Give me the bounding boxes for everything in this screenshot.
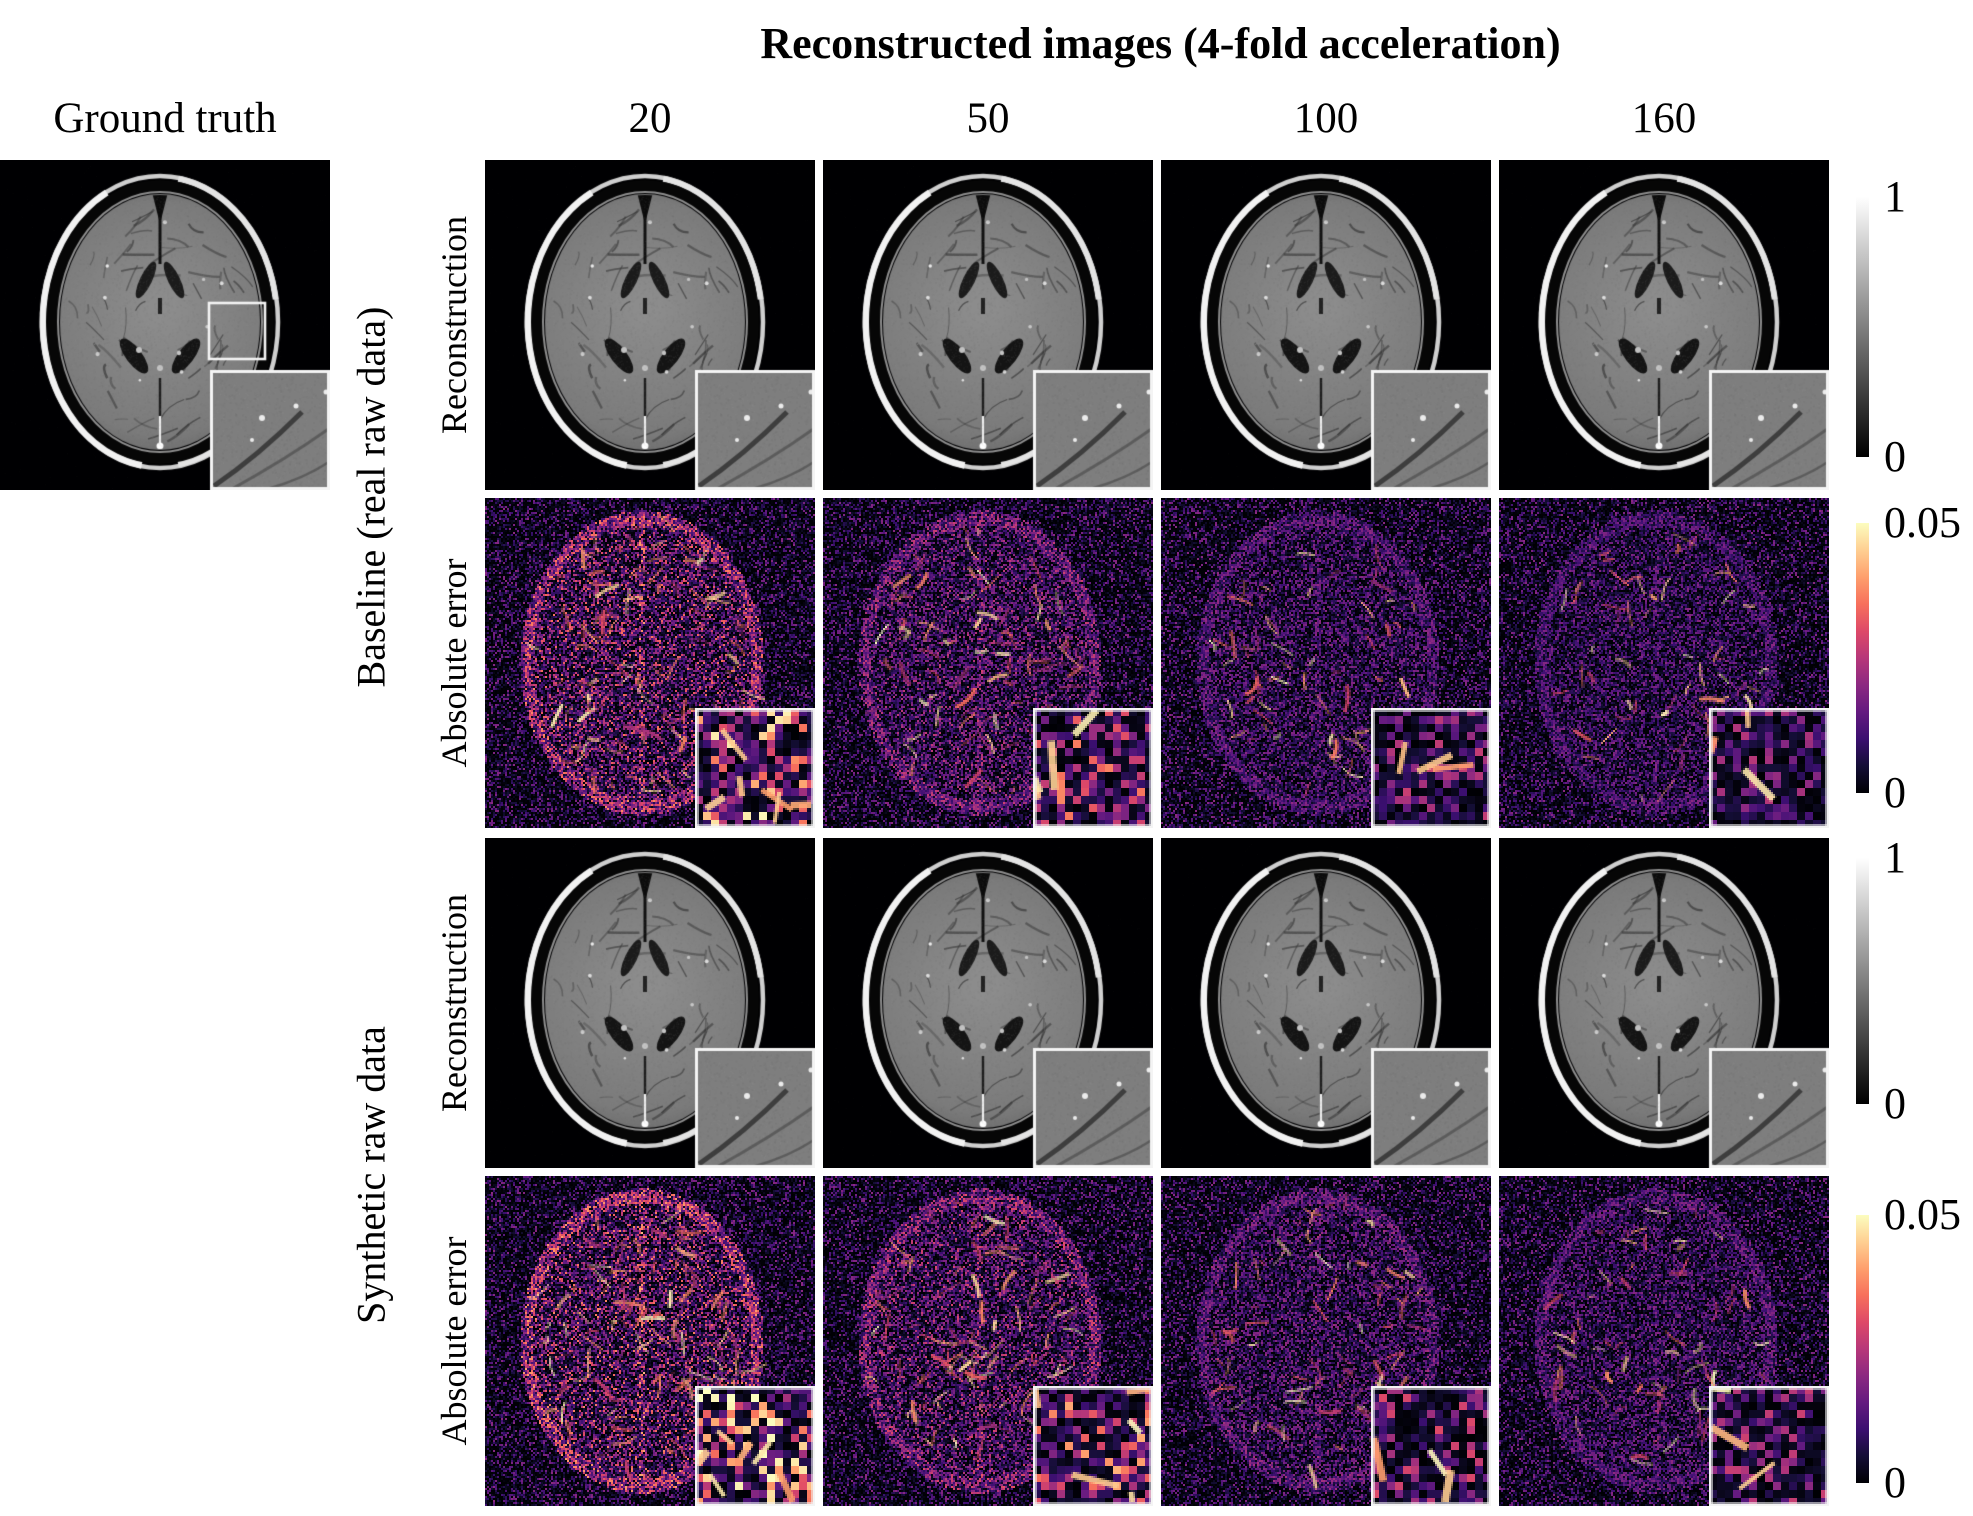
row-label-baseline-absolute-error: Absolute error (434, 558, 474, 768)
baseline-error-map-20 (485, 498, 815, 828)
colorbar-label-3-bottom: 0 (1884, 1079, 1906, 1128)
colorbar-label-2-top: 0.05 (1884, 498, 1961, 547)
synthetic-error-map-160 (1499, 1176, 1829, 1506)
row-group-label-synthetic: Synthetic raw data (348, 1026, 394, 1324)
row-label-synthetic-reconstruction: Reconstruction (434, 894, 474, 1112)
baseline-reconstruction-image-20 (485, 160, 815, 490)
baseline-reconstruction-image-50 (823, 160, 1153, 490)
figure-title: Reconstructed images (4-fold acceleratio… (760, 19, 1561, 68)
ground-truth-image (0, 160, 330, 490)
colorbar-label-2-bottom: 0 (1884, 768, 1906, 817)
colorbar-grayscale-baseline (1856, 197, 1869, 457)
row-group-label-baseline: Baseline (real raw data) (348, 306, 394, 688)
row-label-baseline-reconstruction: Reconstruction (434, 216, 474, 434)
synthetic-reconstruction-image-100 (1161, 838, 1491, 1168)
synthetic-error-map-50 (823, 1176, 1153, 1506)
synthetic-reconstruction-image-50 (823, 838, 1153, 1168)
column-header-20: 20 (628, 95, 672, 142)
colorbar-label-4-bottom: 0 (1884, 1458, 1906, 1507)
column-header-100: 100 (1293, 95, 1359, 142)
colorbar-label-1-top: 1 (1884, 172, 1906, 221)
row-label-synthetic-absolute-error: Absolute error (434, 1236, 474, 1446)
baseline-reconstruction-image-100 (1161, 160, 1491, 490)
baseline-error-map-100 (1161, 498, 1491, 828)
colorbar-label-1-bottom: 0 (1884, 432, 1906, 481)
colorbar-label-3-top: 1 (1884, 833, 1906, 882)
synthetic-error-map-20 (485, 1176, 815, 1506)
baseline-reconstruction-image-160 (1499, 160, 1829, 490)
synthetic-reconstruction-image-20 (485, 838, 815, 1168)
synthetic-error-map-100 (1161, 1176, 1491, 1506)
ground-truth-label: Ground truth (53, 95, 277, 142)
column-header-160: 160 (1631, 95, 1697, 142)
baseline-error-map-50 (823, 498, 1153, 828)
synthetic-reconstruction-image-160 (1499, 838, 1829, 1168)
baseline-error-map-160 (1499, 498, 1829, 828)
column-header-50: 50 (966, 95, 1010, 142)
colorbar-magma-synthetic (1856, 1215, 1869, 1483)
colorbar-label-4-top: 0.05 (1884, 1190, 1961, 1239)
colorbar-grayscale-synthetic (1856, 858, 1869, 1104)
colorbar-magma-baseline (1856, 523, 1869, 793)
